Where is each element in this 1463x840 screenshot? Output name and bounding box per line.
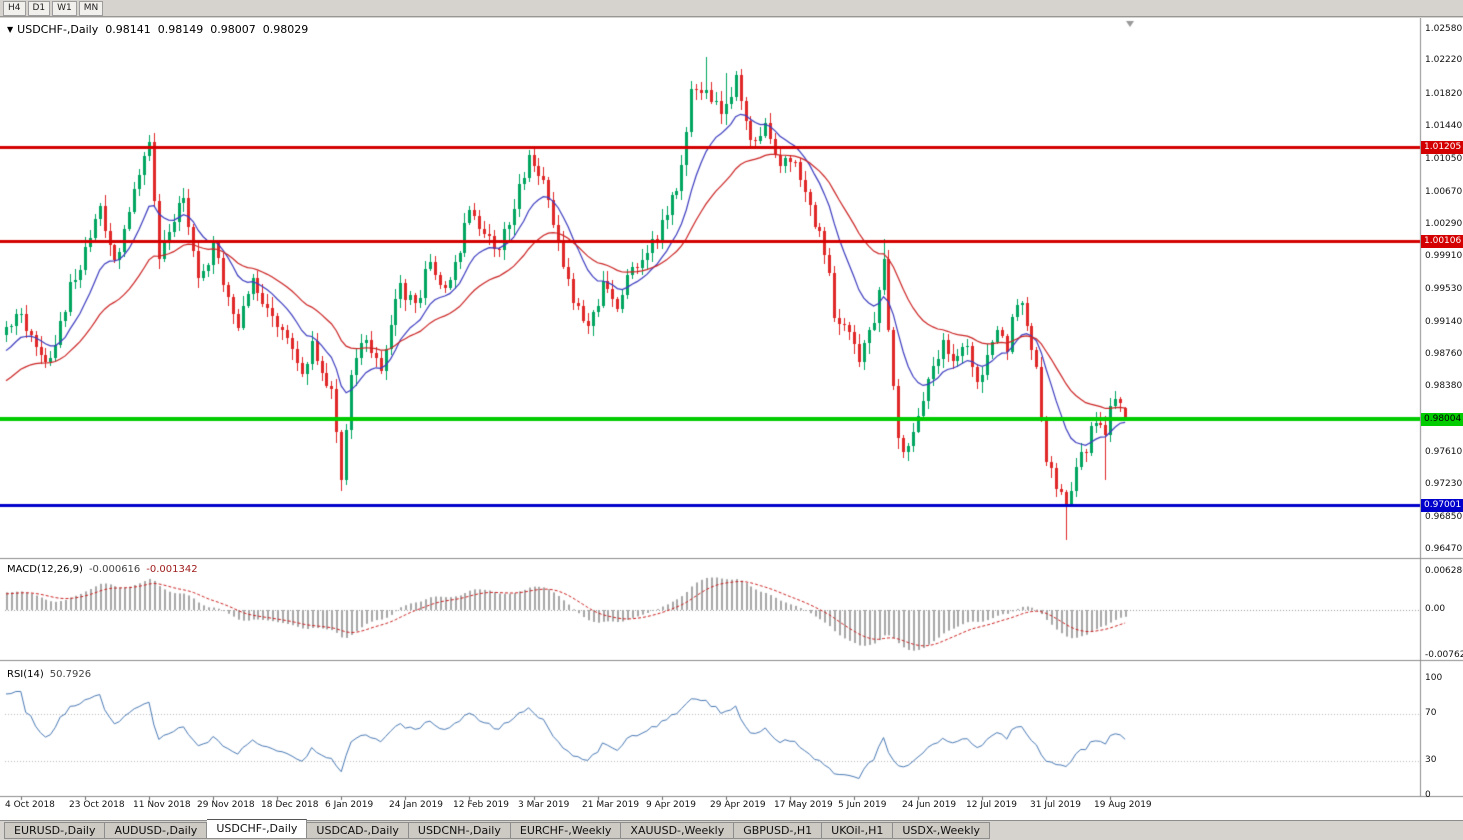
chart-window: ▼ USDCHF-,Daily 0.98141 0.98149 0.98007 0.980… (0, 18, 1463, 820)
price-scale-label: 1.00290 (1425, 219, 1463, 229)
date-label: 12 Jul 2019 (966, 800, 1017, 810)
rsi-scale-label: 0 (1425, 790, 1431, 800)
date-label: 24 Jun 2019 (902, 800, 957, 810)
date-label: 24 Jan 2019 (389, 800, 443, 810)
date-label: 18 Dec 2018 (261, 800, 319, 810)
chart-tab-usdcnh-daily[interactable]: USDCNH-,Daily (408, 822, 511, 839)
macd-name: MACD(12,26,9) (7, 564, 83, 575)
date-label: 23 Oct 2018 (69, 800, 125, 810)
chart-tab-eurchf-weekly[interactable]: EURCHF-,Weekly (510, 822, 622, 839)
chart-tab-usdcad-daily[interactable]: USDCAD-,Daily (307, 822, 409, 839)
price-scale-label: 1.00670 (1425, 187, 1463, 197)
price-scale-label: 0.96850 (1425, 512, 1463, 522)
ohlc-high: 0.98149 (157, 23, 204, 36)
rsi-value: 50.7926 (49, 669, 92, 680)
price-scale-label: 1.01820 (1425, 89, 1463, 99)
price-scale-label: 0.97230 (1425, 479, 1463, 489)
macd-scale-label: -0.00762 (1425, 650, 1463, 660)
ohlc-low: 0.98007 (210, 23, 256, 36)
chart-tab-xauusd-weekly[interactable]: XAUUSD-,Weekly (621, 822, 735, 839)
timeframe-toolbar: H4 D1 W1 MN (0, 0, 1463, 17)
ohlc-open: 0.98141 (105, 23, 151, 36)
macd-scale-label: 0.006286 (1425, 566, 1463, 576)
price-scale-label: 0.97610 (1425, 447, 1463, 457)
rsi-indicator-label: RSI(14) 50.7926 (7, 669, 91, 680)
date-label: 3 Mar 2019 (518, 800, 570, 810)
date-label: 31 Jul 2019 (1030, 800, 1081, 810)
price-scale-label: 1.02580 (1425, 24, 1463, 34)
price-scale-label: 0.99140 (1425, 317, 1463, 327)
price-scale-label: 0.98380 (1425, 381, 1463, 391)
timeframe-button-d1[interactable]: D1 (27, 0, 51, 16)
chart-dropdown-icon[interactable]: ▼ (7, 25, 14, 34)
timeframe-button-mn[interactable]: MN (78, 0, 104, 16)
price-chart-canvas[interactable] (0, 18, 1463, 820)
rsi-scale-label: 100 (1425, 673, 1443, 683)
macd-scale-label: 0.00 (1425, 604, 1446, 614)
date-label: 17 May 2019 (774, 800, 833, 810)
price-scale-label: 1.02220 (1425, 55, 1463, 65)
price-level-tag-0.97001: 0.97001 (1421, 499, 1463, 512)
chart-tab-usdx-weekly[interactable]: USDX-,Weekly (893, 822, 991, 839)
ohlc-close: 0.98029 (262, 23, 309, 36)
date-label: 29 Apr 2019 (710, 800, 766, 810)
price-scale-label: 0.99910 (1425, 251, 1463, 261)
rsi-scale-label: 70 (1425, 708, 1437, 718)
date-label: 9 Apr 2019 (646, 800, 696, 810)
chart-tabs-bar: EURUSD-,Daily AUDUSD-,Daily USDCHF-,Daily U… (0, 819, 1463, 840)
price-scale-label: 1.01050 (1425, 154, 1463, 164)
macd-indicator-label: MACD(12,26,9) -0.000616 -0.001342 (7, 564, 198, 575)
date-label: 29 Nov 2018 (197, 800, 255, 810)
date-label: 11 Nov 2018 (133, 800, 191, 810)
chart-symbol-label: USDCHF-,Daily (17, 23, 99, 36)
macd-main-value: -0.000616 (88, 564, 141, 575)
rsi-scale-label: 30 (1425, 755, 1437, 765)
chart-tab-eurusd-daily[interactable]: EURUSD-,Daily (4, 822, 106, 839)
date-label: 21 Mar 2019 (582, 800, 640, 810)
timeframe-button-h4[interactable]: H4 (3, 0, 26, 16)
date-label: 12 Feb 2019 (453, 800, 510, 810)
price-scale-label: 0.99530 (1425, 284, 1463, 294)
chart-tab-ukoil-h1[interactable]: UKOil-,H1 (822, 822, 894, 839)
price-scale-label: 1.01440 (1425, 121, 1463, 131)
chart-tab-audusd-daily[interactable]: AUDUSD-,Daily (105, 822, 208, 839)
macd-signal-value: -0.001342 (146, 564, 198, 575)
rsi-name: RSI(14) (7, 669, 44, 680)
date-label: 5 Jun 2019 (838, 800, 887, 810)
price-level-tag-1.01205: 1.01205 (1421, 141, 1463, 154)
date-label: 19 Aug 2019 (1094, 800, 1152, 810)
timeframe-button-w1[interactable]: W1 (52, 0, 77, 16)
chart-title: ▼ USDCHF-,Daily 0.98141 0.98149 0.98007 0.980… (7, 23, 308, 36)
price-level-tag-1.00106: 1.00106 (1421, 235, 1463, 248)
price-scale-label: 0.98760 (1425, 349, 1463, 359)
price-scale-label: 0.96470 (1425, 544, 1463, 554)
price-level-tag-0.98004: 0.98004 (1421, 413, 1463, 426)
date-label: 6 Jan 2019 (325, 800, 374, 810)
chart-tab-gbpusd-h1[interactable]: GBPUSD-,H1 (734, 822, 823, 839)
date-label: 4 Oct 2018 (5, 800, 55, 810)
chart-tab-usdchf-daily[interactable]: USDCHF-,Daily (207, 819, 308, 839)
